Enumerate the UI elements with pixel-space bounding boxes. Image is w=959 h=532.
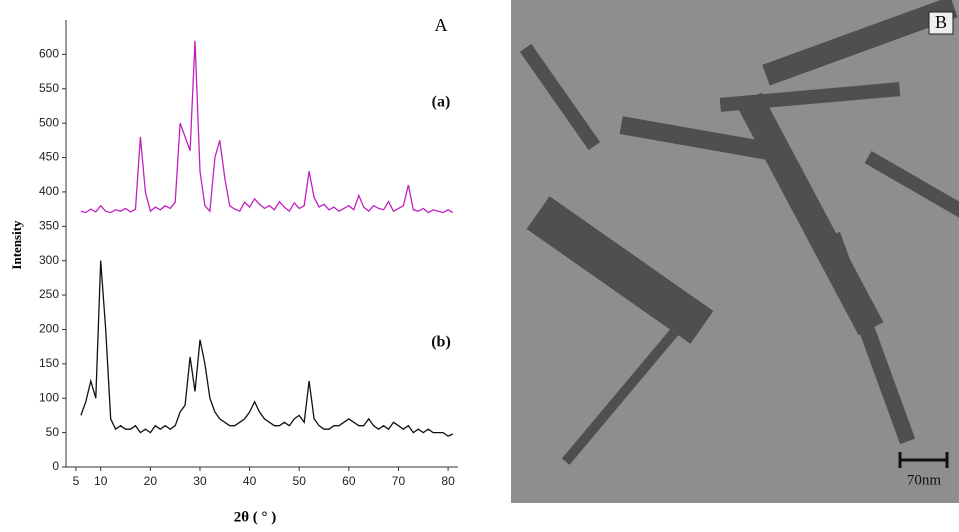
series-label: (a) [432, 94, 451, 111]
y-tick-label: 500 [39, 115, 59, 129]
fiber [561, 305, 699, 465]
y-tick-label: 400 [39, 184, 59, 198]
x-tick-label: 50 [293, 474, 307, 488]
scale-label: 70nm [907, 472, 942, 488]
x-tick-label: 60 [342, 474, 356, 488]
y-tick-label: 100 [39, 390, 59, 404]
y-tick-label: 300 [39, 253, 59, 267]
y-tick-label: 550 [39, 81, 59, 95]
fiber [526, 196, 714, 344]
y-tick-label: 200 [39, 322, 59, 336]
y-axis-title: Intensity [9, 220, 24, 270]
fiber [762, 0, 958, 86]
x-tick-label: 80 [441, 474, 455, 488]
x-tick-label: 10 [94, 474, 108, 488]
panel-label: B [935, 12, 947, 32]
y-tick-label: 350 [39, 218, 59, 232]
panel-label: A [435, 15, 448, 35]
label-box [928, 11, 954, 35]
fiber [864, 150, 959, 224]
fiber [519, 43, 601, 151]
x-tick-label: 40 [243, 474, 257, 488]
y-tick-label: 150 [39, 356, 59, 370]
y-tick-label: 250 [39, 287, 59, 301]
x-tick-label: 70 [392, 474, 406, 488]
y-tick-label: 0 [52, 459, 59, 473]
x-tick-label: 30 [193, 474, 207, 488]
x-tick-label: 5 [73, 474, 80, 488]
fiber [824, 231, 916, 445]
xrd-line [80, 40, 454, 214]
series-label: (b) [431, 334, 451, 351]
tem-image: B 70nm [511, 0, 959, 503]
xrd-line [80, 260, 454, 437]
y-tick-label: 50 [46, 425, 60, 439]
fiber [719, 82, 901, 112]
x-axis-title: 2θ ( ° ) [234, 509, 277, 525]
x-tick-label: 20 [144, 474, 158, 488]
y-tick-label: 450 [39, 150, 59, 164]
y-tick-label: 600 [39, 47, 59, 61]
fiber [619, 116, 781, 162]
